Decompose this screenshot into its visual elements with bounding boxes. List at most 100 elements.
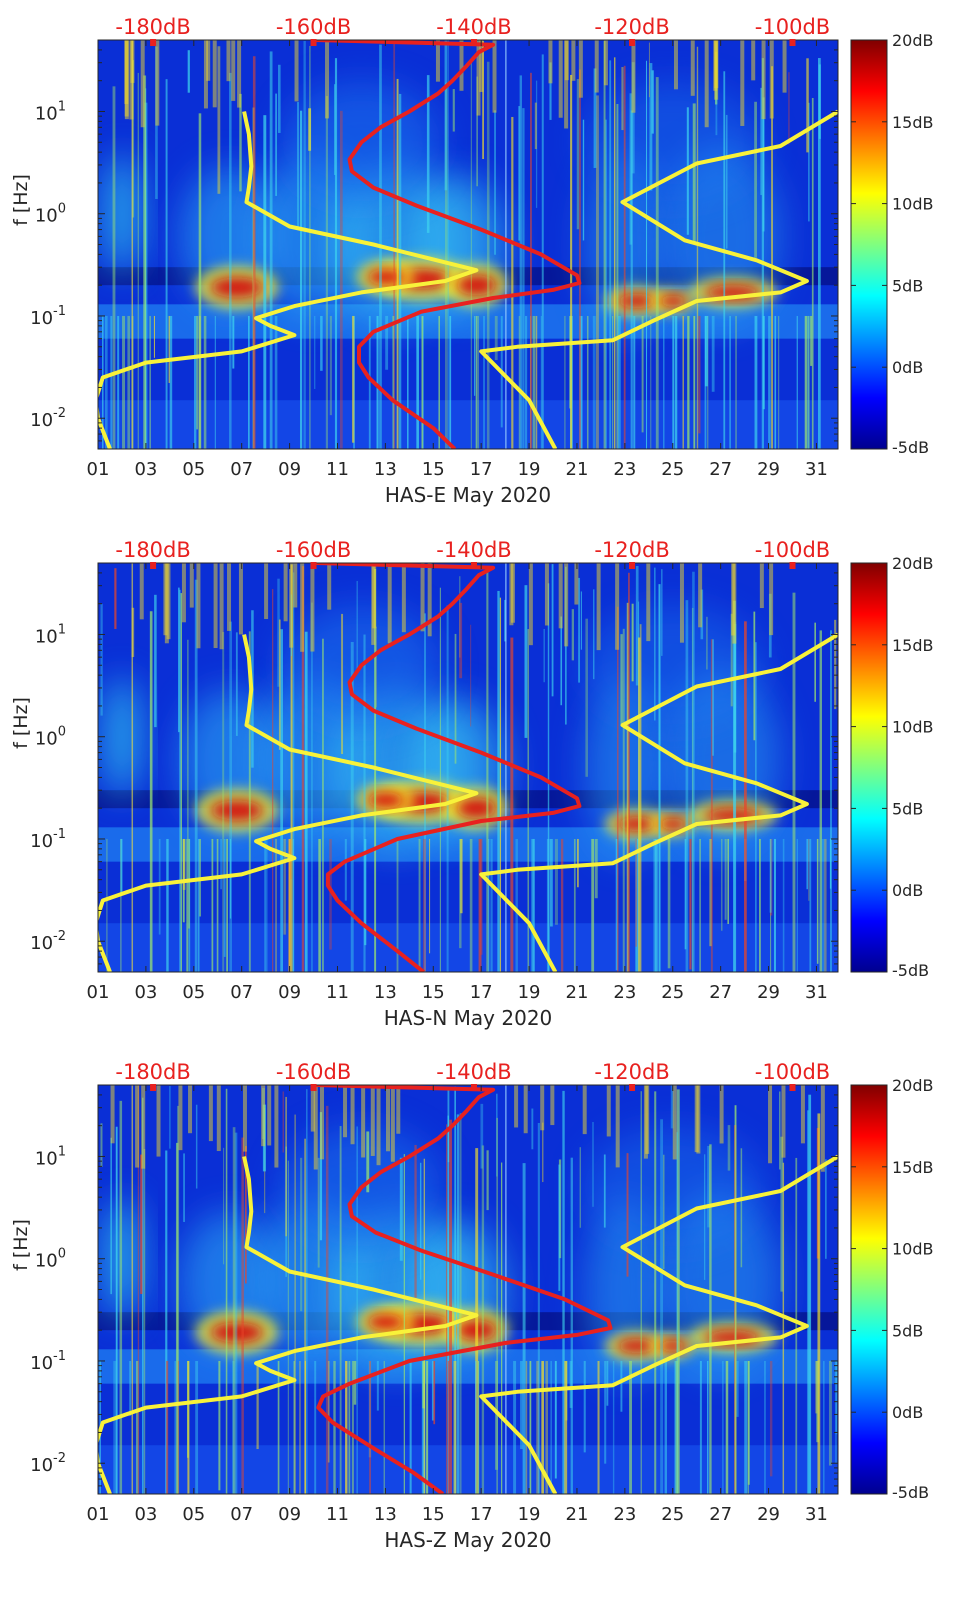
x-tick-label: 17 [470, 1504, 493, 1525]
x-tick-label: 03 [134, 459, 157, 480]
y-tick-label: 100 [35, 202, 66, 227]
top-axis-label: -100dB [755, 538, 830, 562]
x-tick-label: 23 [613, 459, 636, 480]
x-tick-label: 05 [182, 1504, 205, 1525]
x-tick-label: 21 [566, 459, 589, 480]
colorbar [850, 1084, 888, 1495]
y-axis-label: f [Hz] [10, 174, 32, 226]
series-line-2 [98, 634, 479, 972]
x-tick-label: 21 [566, 1504, 589, 1525]
series-line-3 [479, 1154, 838, 1494]
y-tick-label: 101 [35, 99, 66, 124]
top-tick-mark [789, 562, 796, 569]
top-axis-label: -160dB [276, 1060, 351, 1084]
colorbar-tick-label: 10dB [892, 718, 934, 737]
x-tick-label: 21 [566, 982, 589, 1003]
top-tick-mark [150, 1084, 157, 1091]
top-axis-label: -140dB [436, 1060, 511, 1084]
series-line-2 [98, 111, 479, 449]
x-tick-label: 31 [805, 1504, 828, 1525]
x-tick-label: 15 [422, 1504, 445, 1525]
top-axis-label: -140dB [436, 15, 511, 39]
x-tick-label: 29 [757, 1504, 780, 1525]
y-tick-label: 10-1 [30, 1349, 66, 1374]
top-axis-label: -160dB [276, 538, 351, 562]
series-line-1 [315, 40, 582, 449]
x-tick-label: 19 [518, 459, 541, 480]
spectrogram-image [98, 1085, 838, 1494]
colorbar [850, 562, 888, 973]
x-tick-label: 05 [182, 982, 205, 1003]
colorbar-tick-label: -5dB [892, 961, 929, 980]
y-tick-label: 101 [35, 622, 66, 647]
series-line-3 [479, 632, 838, 972]
x-axis-label: HAS-E May 2020 [385, 483, 551, 507]
colorbar-tick-label: 5dB [892, 1321, 923, 1340]
x-tick-label: 01 [87, 459, 110, 480]
colorbar-tick-label: 0dB [892, 358, 923, 377]
x-tick-label: 13 [374, 1504, 397, 1525]
x-tick-label: 07 [230, 459, 253, 480]
x-tick-label: 27 [709, 459, 732, 480]
colorbar-tick-label: 20dB [892, 554, 934, 573]
series-line-2 [98, 1156, 479, 1494]
series-line-3 [479, 109, 838, 449]
y-axis-label: f [Hz] [10, 697, 32, 749]
y-tick-label: 10-1 [30, 304, 66, 329]
x-tick-label: 25 [661, 459, 684, 480]
x-tick-label: 17 [470, 459, 493, 480]
top-tick-mark [789, 1084, 796, 1091]
panel-2: 01 03 05 07 09 11 13 15 17 19 21 23 25 27 29 31 HAS-N Ma… [10, 538, 934, 1030]
x-tick-label: 11 [326, 1504, 349, 1525]
x-tick-label: 09 [278, 982, 301, 1003]
top-tick-mark [150, 562, 157, 569]
top-tick-mark [629, 562, 636, 569]
x-tick-label: 03 [134, 982, 157, 1003]
x-tick-label: 09 [278, 1504, 301, 1525]
x-tick-label: 01 [87, 982, 110, 1003]
x-tick-label: 13 [374, 982, 397, 1003]
x-tick-label: 05 [182, 459, 205, 480]
y-tick-label: 10-1 [30, 827, 66, 852]
y-tick-label: 10-2 [30, 1451, 66, 1476]
x-tick-label: 29 [757, 459, 780, 480]
top-tick-mark [470, 39, 477, 46]
colorbar-tick-label: 0dB [892, 881, 923, 900]
x-tick-label: 19 [518, 1504, 541, 1525]
colorbar-tick-label: 10dB [892, 1240, 934, 1259]
colorbar-tick-label: -5dB [892, 1483, 929, 1502]
y-tick-label: 100 [35, 1247, 66, 1272]
top-axis-label: -140dB [436, 538, 511, 562]
x-tick-label: 27 [709, 1504, 732, 1525]
y-tick-label: 10-2 [30, 929, 66, 954]
x-tick-label: 27 [709, 982, 732, 1003]
top-tick-mark [470, 1084, 477, 1091]
top-axis-label: -180dB [115, 1060, 190, 1084]
top-axis-label: -100dB [755, 15, 830, 39]
top-tick-mark [150, 39, 157, 46]
x-axis-label: HAS-N May 2020 [384, 1006, 553, 1030]
x-tick-label: 07 [230, 1504, 253, 1525]
series-line-1 [315, 563, 582, 972]
x-tick-label: 11 [326, 982, 349, 1003]
y-tick-label: 100 [35, 725, 66, 750]
colorbar-tick-label: 15dB [892, 636, 934, 655]
colorbar-tick-label: 5dB [892, 276, 923, 295]
top-tick-mark [629, 39, 636, 46]
x-tick-label: 07 [230, 982, 253, 1003]
x-tick-label: 19 [518, 982, 541, 1003]
series-line-1 [315, 1085, 613, 1494]
x-tick-label: 25 [661, 1504, 684, 1525]
top-axis-label: -120dB [594, 1060, 669, 1084]
x-tick-label: 03 [134, 1504, 157, 1525]
x-tick-label: 31 [805, 459, 828, 480]
colorbar-tick-label: 5dB [892, 799, 923, 818]
top-axis-label: -120dB [594, 538, 669, 562]
top-axis-label: -180dB [115, 538, 190, 562]
top-axis-label: -180dB [115, 15, 190, 39]
x-tick-label: 23 [613, 982, 636, 1003]
top-tick-mark [310, 1084, 317, 1091]
x-tick-label: 13 [374, 459, 397, 480]
colorbar-tick-label: 20dB [892, 1076, 934, 1095]
